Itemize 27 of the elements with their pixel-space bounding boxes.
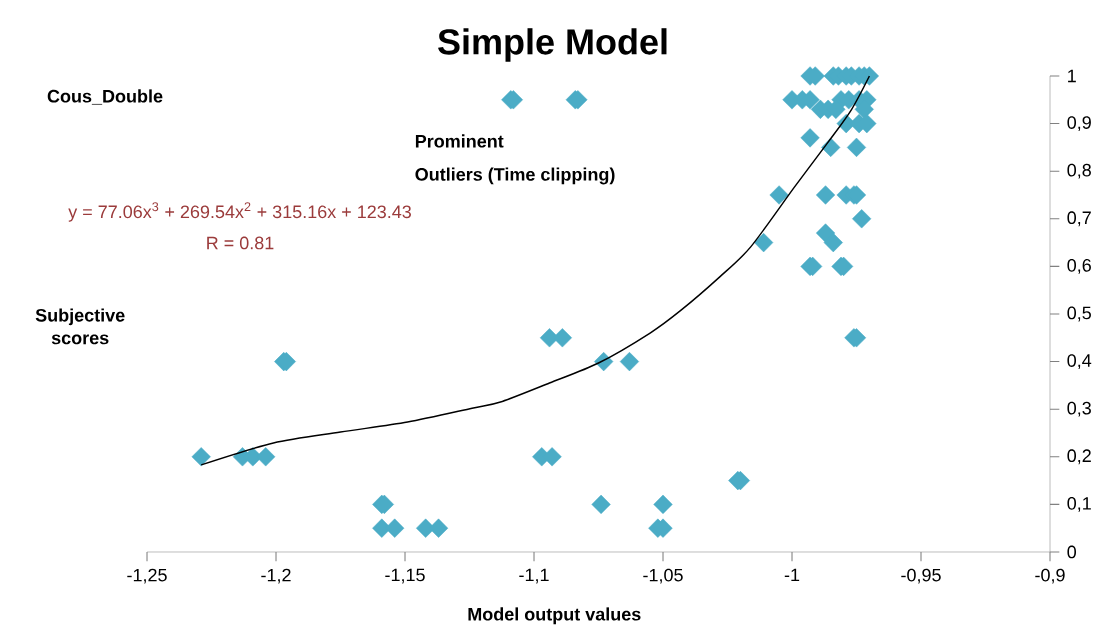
x-tick-label: -1,25 [127, 568, 167, 584]
x-tick-label: -1 [784, 568, 800, 582]
annotation: Cous_Double [47, 89, 163, 105]
y-tick-label: 0,2 [1067, 449, 1091, 465]
x-axis-title: Model output values [468, 607, 641, 625]
y-tick-label: 0,6 [1067, 258, 1091, 274]
x-tick-label: -0,9 [1035, 568, 1065, 584]
annotation: Prominent [415, 134, 504, 148]
y-tick-label: 0,8 [1067, 163, 1091, 179]
y-tick-label: 0 [1067, 545, 1077, 559]
x-tick-label: -0,95 [901, 568, 941, 584]
chart-title: Simple Model [438, 28, 667, 62]
y-tick-label: 0,4 [1067, 354, 1092, 370]
x-tick-label: -1,05 [643, 568, 683, 584]
y-tick-label: 0,9 [1067, 116, 1091, 132]
x-tick-label: -1,2 [261, 568, 291, 584]
y-tick-label: 0,5 [1067, 306, 1091, 322]
y-axis-title: Subjective scores [35, 308, 125, 345]
annotation: R = 0.81 [207, 236, 274, 250]
y-tick-label: 0,7 [1067, 211, 1091, 227]
x-tick-label: -1,1 [519, 568, 549, 584]
y-tick-label: 0,1 [1067, 496, 1091, 512]
annotation: Outliers (Time clipping) [415, 167, 615, 185]
y-tick-label: 0,3 [1067, 401, 1091, 417]
y-tick-label: 1 [1068, 69, 1076, 83]
x-tick-label: -1,15 [385, 568, 425, 584]
annotation: y = 77.06x$^{3}$ + 269.54x$^{2}$ + 315.16x + 123.43 [68, 202, 411, 222]
